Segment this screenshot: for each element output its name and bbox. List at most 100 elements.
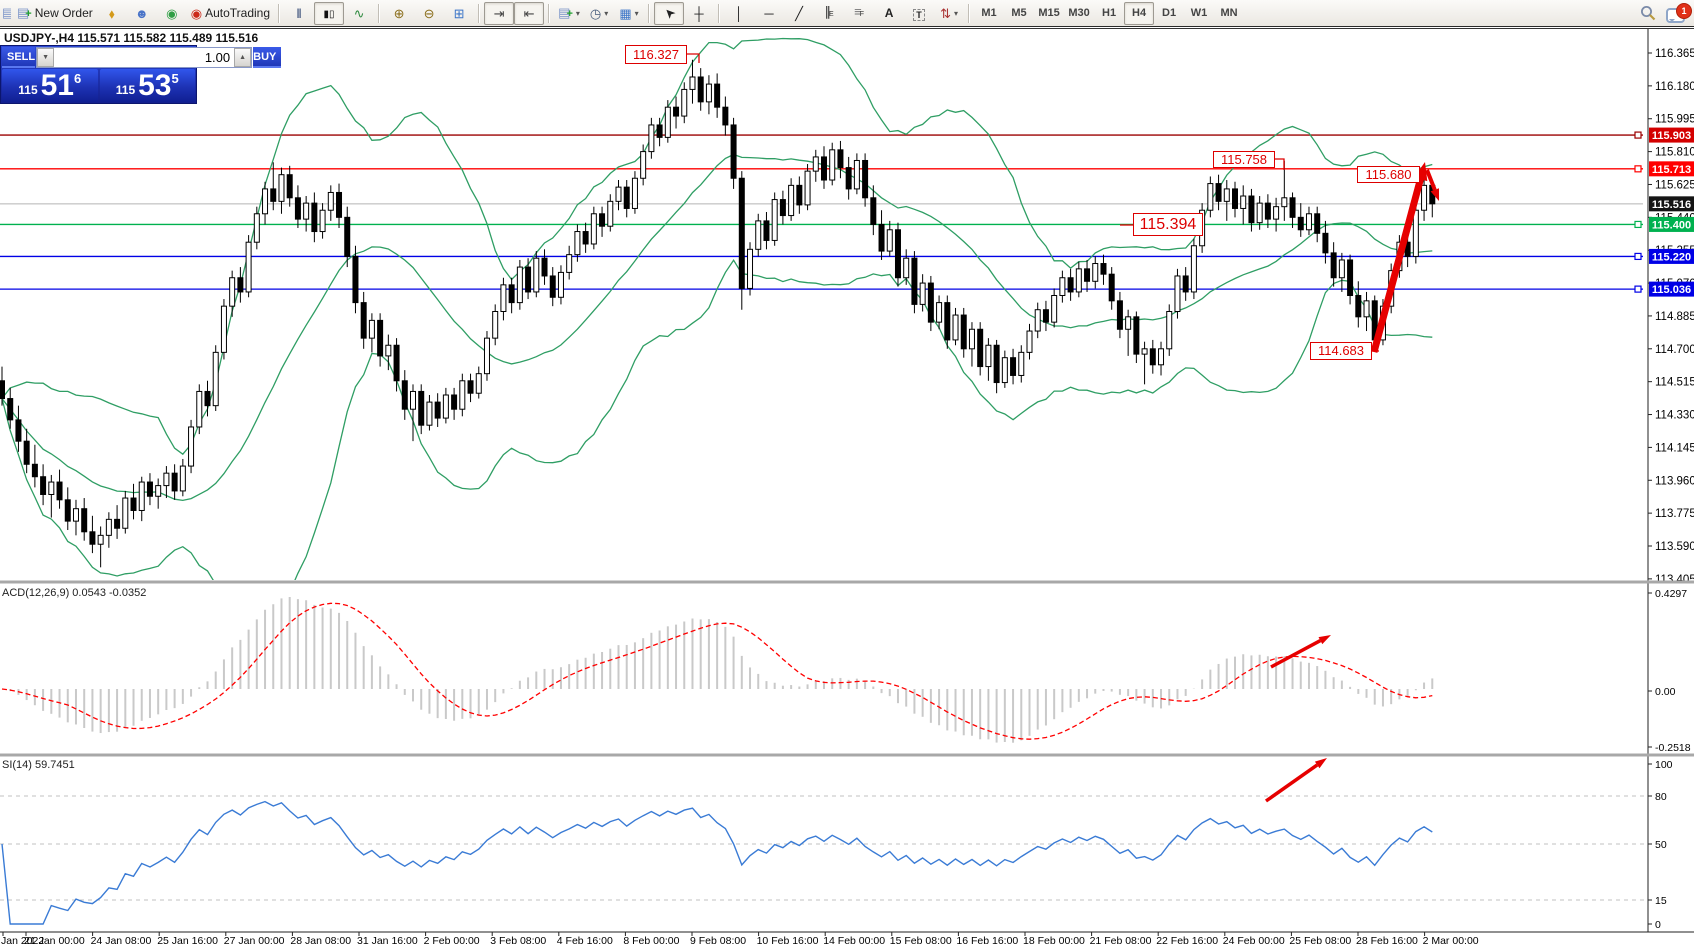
- tf-w1[interactable]: W1: [1184, 2, 1214, 25]
- rally-arrow[interactable]: [1370, 178, 1424, 353]
- templates-button[interactable]: ▦ ▾: [614, 2, 644, 25]
- horizontal-line-button[interactable]: ─: [754, 2, 784, 25]
- signals-icon[interactable]: ◉: [157, 2, 187, 25]
- zoom-in-button[interactable]: ⊕: [384, 2, 414, 25]
- channel-button[interactable]: ∥E: [814, 2, 844, 25]
- tf-h4[interactable]: H4: [1124, 1, 1155, 25]
- price-tick-label: 114.700: [1655, 344, 1694, 356]
- price-annotation[interactable]: 115.680: [1357, 166, 1420, 183]
- buy-price-pip: 5: [171, 71, 179, 86]
- trendline-button[interactable]: ╱: [784, 2, 814, 25]
- toolbar-separator: [968, 3, 971, 23]
- search-icon[interactable]: [1640, 5, 1656, 21]
- tf-m15[interactable]: M15: [1034, 2, 1064, 25]
- vertical-line-button[interactable]: │: [724, 2, 754, 25]
- tf-d1-label: D1: [1162, 7, 1177, 19]
- tile-icon: ⊞: [453, 5, 465, 21]
- fibo-icon: ≡F: [854, 4, 864, 19]
- tf-h1[interactable]: H1: [1094, 2, 1124, 25]
- tf-m1-label: M1: [981, 7, 997, 19]
- template-icon: ▦: [619, 5, 632, 21]
- highlighter-icon[interactable]: ⬧: [97, 2, 127, 25]
- macd-arrow[interactable]: [1270, 639, 1322, 669]
- crosshair-button[interactable]: ┼: [684, 2, 714, 25]
- macd-scale-label: -0.2518: [1655, 742, 1691, 754]
- plot-area: [0, 37, 1436, 580]
- time-label: 18 Feb 00:00: [1023, 935, 1085, 947]
- text-button[interactable]: A: [874, 2, 904, 25]
- person-icon: ☻: [134, 5, 149, 21]
- notifications-icon[interactable]: 1: [1666, 3, 1692, 23]
- autotrading-button[interactable]: ◉ AutoTrading: [187, 2, 274, 25]
- volume-increase-button[interactable]: ▲: [234, 48, 252, 67]
- time-label: 28 Jan 08:00: [290, 935, 351, 947]
- dropdown-arrow-icon: ▾: [604, 8, 609, 18]
- tf-h1-label: H1: [1102, 7, 1117, 19]
- zoom-out-button[interactable]: ⊖: [414, 2, 444, 25]
- price-tick-label: 115.810: [1655, 147, 1694, 159]
- sell-button[interactable]: SELL: [2, 47, 36, 68]
- tf-m1[interactable]: M1: [974, 2, 1004, 25]
- chart-shift-button[interactable]: ⇤: [514, 1, 545, 25]
- text-label-button[interactable]: T: [904, 2, 934, 25]
- price-annotation[interactable]: 114.683: [1310, 342, 1372, 360]
- fibonacci-button[interactable]: ≡F: [844, 2, 874, 25]
- tf-m5[interactable]: M5: [1004, 2, 1034, 25]
- time-label: 25 Jan 16:00: [157, 935, 218, 947]
- bars-icon: ‖: [296, 5, 302, 21]
- level-handle[interactable]: [1634, 220, 1642, 229]
- cursor-button[interactable]: ➤: [654, 1, 685, 25]
- candles-icon: ▮▯: [323, 8, 335, 20]
- price-badge-label: 115.903: [1652, 130, 1691, 142]
- bollinger-middle-band: [1, 153, 1433, 502]
- tf-mn[interactable]: MN: [1214, 2, 1244, 25]
- time-label: 10 Feb 16:00: [757, 935, 819, 947]
- rsi-arrow[interactable]: [1264, 763, 1319, 803]
- buy-price-button[interactable]: 115 53 5: [99, 69, 195, 102]
- time-label: 22 Feb 16:00: [1156, 935, 1218, 947]
- line-chart-button[interactable]: ∿: [344, 2, 374, 25]
- expert-advisors-icon[interactable]: ☻: [127, 2, 157, 25]
- level-handle[interactable]: [1634, 252, 1642, 261]
- time-label: 16 Feb 16:00: [956, 935, 1018, 947]
- toolbar-separator: [378, 3, 381, 23]
- volume-input[interactable]: [54, 48, 235, 67]
- level-handle[interactable]: [1634, 131, 1642, 139]
- buy-button[interactable]: BUY: [253, 47, 282, 68]
- level-handle[interactable]: [1634, 165, 1642, 173]
- price-badge: [1649, 161, 1694, 177]
- tile-windows-button[interactable]: ⊞: [444, 2, 474, 25]
- rsi-scale-label: 15: [1655, 895, 1667, 907]
- candlestick-button[interactable]: ▮▯: [314, 1, 345, 25]
- sell-price-button[interactable]: 115 51 6: [2, 69, 98, 102]
- shapes-icon: ⇅: [940, 5, 951, 21]
- vline-icon: │: [734, 5, 744, 21]
- rsi-label: SI(14) 59.7451: [2, 759, 75, 771]
- auto-scroll-icon: ⇥: [493, 5, 505, 21]
- periods-button[interactable]: ◷ ▾: [584, 2, 614, 25]
- tf-d1[interactable]: D1: [1154, 2, 1184, 25]
- toolbar-right: 1: [1640, 2, 1692, 24]
- rsi-line: [1, 800, 1433, 925]
- time-label: Jan 2022: [1, 935, 44, 947]
- panel-separator[interactable]: [0, 580, 1694, 584]
- auto-scroll-button[interactable]: ⇥: [484, 1, 515, 25]
- sell-price-prefix: 115: [18, 83, 38, 97]
- price-annotation[interactable]: 115.394: [1133, 213, 1203, 236]
- tf-m30[interactable]: M30: [1064, 2, 1094, 25]
- shapes-button[interactable]: ⇅ ▾: [934, 2, 964, 25]
- pullback-arrow[interactable]: [1425, 169, 1437, 191]
- price-annotation[interactable]: 115.758: [1213, 151, 1275, 168]
- doc-plus-icon: ▤+: [17, 4, 32, 20]
- price-badge-label: 115.220: [1652, 251, 1691, 263]
- level-handle[interactable]: [1634, 285, 1642, 293]
- bar-chart-button[interactable]: ‖: [284, 2, 314, 25]
- panel-separator[interactable]: [0, 753, 1694, 757]
- indicators-button[interactable]: ▤+ ▾: [554, 2, 584, 25]
- price-annotation[interactable]: 116.327: [625, 45, 687, 64]
- volume-decrease-button[interactable]: ▼: [37, 48, 55, 67]
- hline-icon: ─: [764, 5, 774, 21]
- annotation-connector: [687, 53, 700, 63]
- new-order-button[interactable]: ▤+ New Order: [13, 2, 97, 25]
